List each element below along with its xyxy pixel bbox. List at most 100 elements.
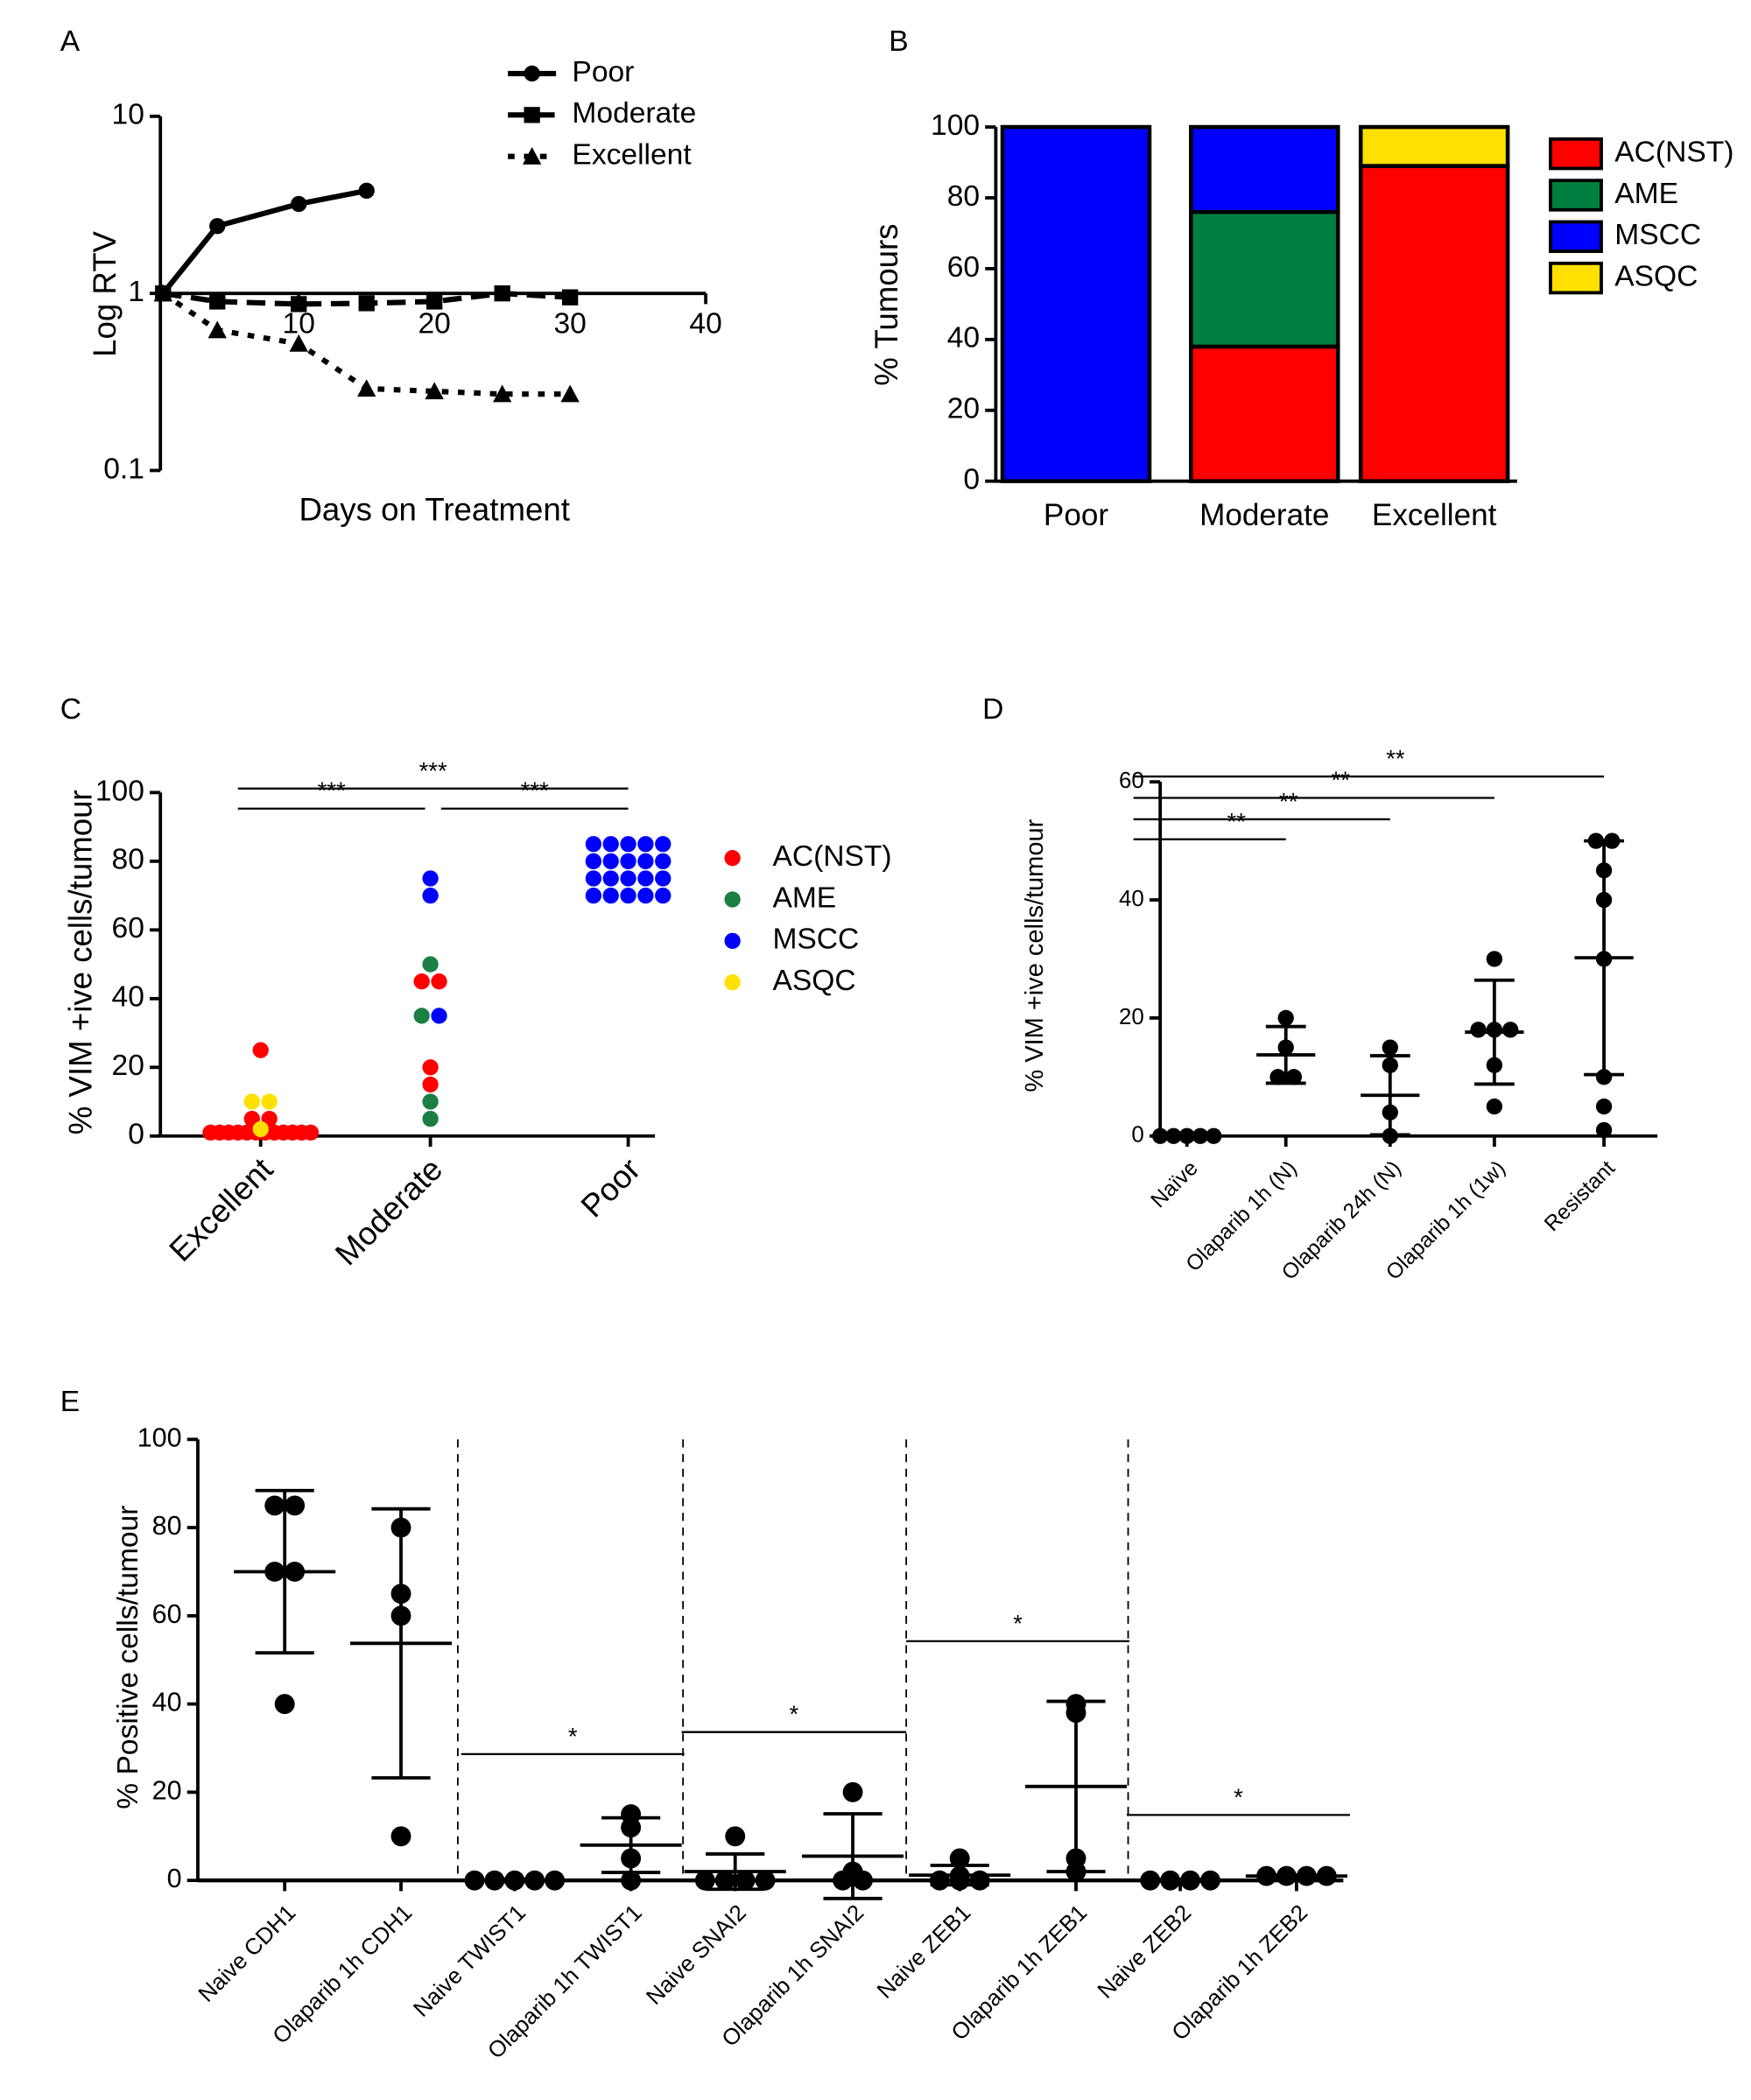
data-point — [422, 1059, 439, 1076]
data-point — [637, 836, 654, 853]
data-point — [422, 870, 439, 887]
bar-segment — [1189, 124, 1340, 214]
marker — [153, 284, 172, 302]
marker — [560, 384, 580, 403]
y-axis-title: % VIM +ive cells/tumour — [62, 790, 98, 1134]
legend-label: Poor — [572, 56, 634, 88]
legend-label: Moderate — [572, 97, 696, 130]
x-tick-label: Excellent — [162, 1151, 279, 1268]
marker — [524, 65, 540, 82]
x-tick-label: 20 — [418, 308, 451, 341]
data-point — [413, 973, 430, 990]
significance-label: * — [568, 1723, 578, 1750]
legend-label: Excellent — [572, 139, 692, 172]
y-tick-label: 0 — [167, 1864, 182, 1893]
series-line — [160, 187, 368, 296]
panel-label: C — [60, 693, 81, 726]
significance-label: *** — [521, 777, 549, 804]
significance-label: *** — [318, 777, 346, 804]
data-point — [929, 1870, 950, 1891]
data-point — [853, 1870, 873, 1891]
legend-label: ASQC — [1614, 260, 1698, 292]
x-tick-label: Naive CDH1 — [194, 1900, 301, 2007]
marker — [524, 107, 540, 123]
y-tick-label: 40 — [112, 981, 144, 1014]
marker — [209, 293, 226, 310]
y-tick-label: 0 — [1131, 1123, 1143, 1148]
data-point — [637, 887, 654, 904]
data-point — [422, 1093, 439, 1110]
y-tick-label: 60 — [1119, 769, 1144, 793]
marker — [289, 334, 308, 352]
y-tick-label: 10 — [112, 99, 144, 131]
data-point — [1285, 1069, 1303, 1085]
data-point — [431, 1008, 447, 1024]
legend-swatch — [1549, 220, 1603, 253]
y-tick-label: 100 — [931, 109, 980, 142]
data-point — [585, 853, 602, 870]
data-point — [602, 887, 619, 904]
data-point — [1595, 1098, 1613, 1115]
x-tick-label: Naive SNAI2 — [642, 1900, 751, 2010]
y-tick-label: 100 — [95, 775, 144, 807]
x-tick-label: Excellent — [1372, 498, 1497, 532]
data-point — [602, 836, 619, 853]
data-point — [585, 836, 602, 853]
x-tick-label: Naive TWIST1 — [409, 1900, 531, 2022]
legend-marker — [724, 974, 741, 991]
y-tick-label: 60 — [112, 912, 144, 945]
panel-label: D — [982, 693, 1003, 726]
y-tick-label: 20 — [112, 1050, 144, 1082]
legend-swatch — [1549, 261, 1603, 295]
y-tick-label: 20 — [947, 393, 980, 425]
y-tick-label: 60 — [152, 1599, 182, 1629]
significance-label: ** — [1227, 808, 1247, 835]
y-tick-label: 0.1 — [103, 453, 144, 485]
x-tick-label: Naïve — [1147, 1156, 1203, 1212]
y-tick-label: 40 — [1119, 887, 1144, 911]
legend-label: MSCC — [772, 924, 859, 956]
legend-marker — [724, 891, 741, 908]
y-tick-label: 100 — [137, 1422, 182, 1452]
marker — [291, 195, 307, 213]
x-tick-label: 40 — [689, 308, 721, 341]
y-tick-label: 1 — [128, 276, 144, 308]
data-point — [252, 1042, 269, 1058]
legend-marker — [724, 850, 741, 867]
data-point — [1486, 951, 1503, 967]
data-point — [1502, 1022, 1519, 1038]
x-tick-label: Resistant — [1540, 1156, 1620, 1236]
significance-label: * — [1234, 1783, 1243, 1810]
data-point — [1486, 1098, 1503, 1115]
y-axis-title: % Positive cells/tumour — [112, 1506, 144, 1809]
y-axis-title: % VIM +ive cells/tumour — [1021, 818, 1049, 1092]
bar-segment — [1358, 124, 1510, 168]
data-point — [422, 887, 439, 904]
marker — [357, 379, 376, 397]
y-tick-label: 0 — [128, 1119, 144, 1151]
marker — [358, 182, 375, 200]
data-point — [655, 887, 672, 904]
marker — [426, 293, 443, 310]
data-point — [969, 1870, 990, 1891]
data-point — [602, 853, 619, 870]
data-point — [390, 1826, 411, 1847]
data-point — [274, 1694, 295, 1715]
marker — [492, 384, 512, 403]
bar-segment — [1358, 164, 1510, 483]
marker — [291, 296, 307, 313]
data-point — [620, 887, 636, 904]
y-axis-title: % Tumours — [868, 224, 904, 386]
significance-label: ** — [1279, 788, 1298, 815]
x-tick-label: Moderate — [1199, 498, 1329, 532]
data-point — [949, 1848, 970, 1869]
data-point — [620, 853, 636, 870]
data-point — [1382, 1039, 1398, 1056]
x-tick-label: Poor — [1044, 498, 1108, 532]
x-axis-title: Days on Treatment — [299, 491, 569, 527]
data-point — [725, 1826, 746, 1847]
data-point — [714, 1870, 735, 1891]
data-point — [252, 1120, 269, 1138]
panel-label: E — [60, 1386, 80, 1418]
